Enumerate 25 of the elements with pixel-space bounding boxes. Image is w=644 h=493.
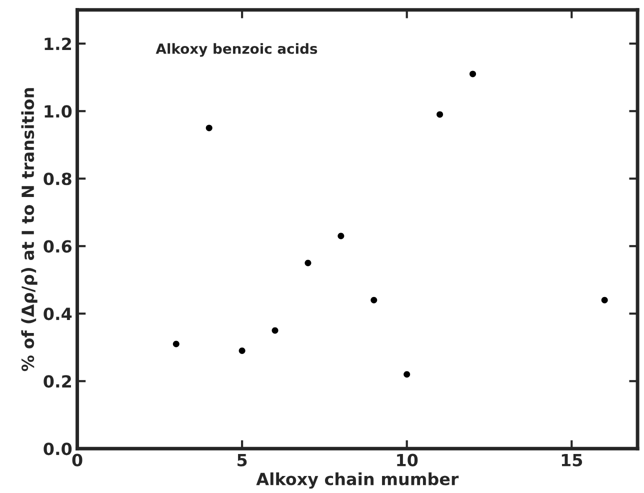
point <box>370 296 378 304</box>
x-tick-label: 15 <box>562 454 582 466</box>
point <box>172 340 180 348</box>
y-tick-label: 1.0 <box>44 105 72 118</box>
y-tick-label: 0.0 <box>44 442 72 456</box>
point <box>404 371 410 378</box>
x-tick-label: 10 <box>397 454 418 466</box>
annotation: Alkoxy benzoic acids <box>156 43 318 57</box>
y-tick-label: 0.2 <box>44 375 71 388</box>
y-tick-label: 0.6 <box>44 240 72 253</box>
point <box>272 327 278 334</box>
y-tick-label: 0.8 <box>44 172 72 186</box>
y-axis-title: % of (Δρ/ρ) at I to N transition <box>21 88 38 372</box>
y-tick-label: 1.2 <box>44 38 71 50</box>
point <box>304 260 312 266</box>
point <box>238 347 246 354</box>
x-axis-title: Alkoxy chain mumber <box>256 472 459 489</box>
x-tick-label: 0 <box>72 454 82 466</box>
y-tick-label: 0.4 <box>44 308 72 320</box>
point <box>470 70 476 78</box>
point <box>338 232 344 240</box>
point <box>206 124 212 132</box>
x-tick-label: 5 <box>238 454 247 466</box>
point <box>601 296 608 304</box>
point <box>436 111 444 118</box>
